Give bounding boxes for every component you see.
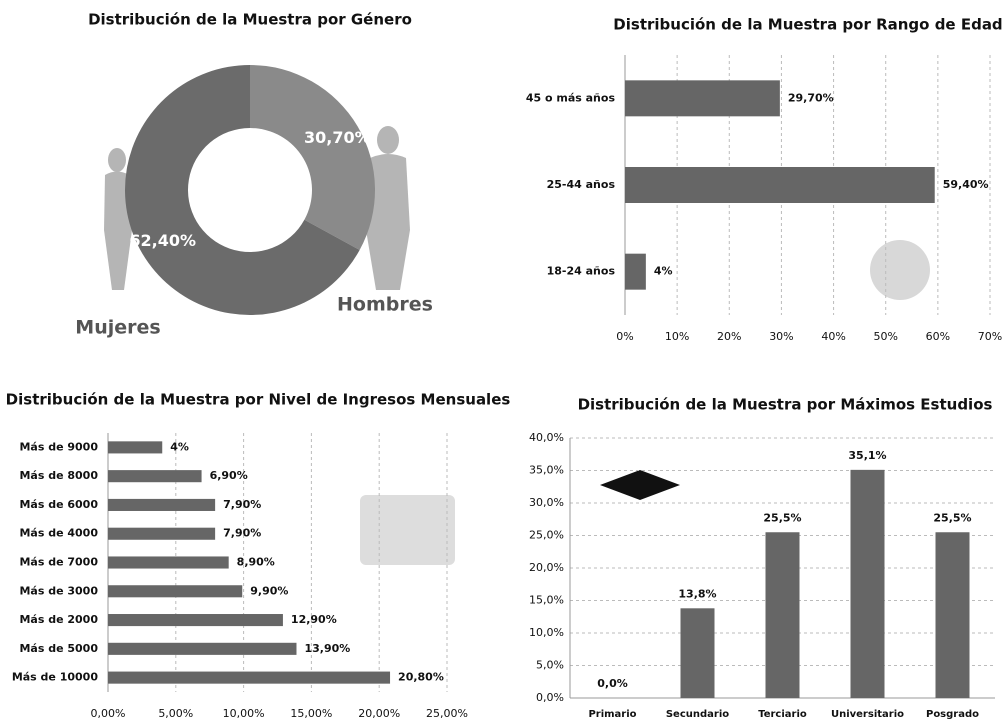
category-label: Más de 7000 (19, 556, 98, 569)
value-label: 25,5% (763, 511, 801, 524)
value-label: 30,70% (304, 128, 371, 147)
y-tick-label: 20,0% (529, 561, 564, 574)
people-icon (870, 240, 930, 300)
value-label: 7,90% (223, 527, 261, 540)
x-tick-label: 0% (616, 330, 633, 343)
bar (108, 614, 283, 626)
x-tick-label: 20,00% (358, 707, 400, 720)
bar (108, 672, 390, 684)
x-tick-label: 40% (821, 330, 845, 343)
x-tick-label: 0,00% (91, 707, 126, 720)
category-label: Más de 5000 (19, 642, 98, 655)
bar (936, 532, 970, 698)
y-tick-label: 40,0% (529, 431, 564, 444)
chart-title: Distribución de la Muestra por Nivel de … (6, 391, 511, 409)
y-tick-label: 5,0% (536, 659, 564, 672)
bar (851, 470, 885, 698)
y-tick-label: 35,0% (529, 464, 564, 477)
value-label: 20,80% (398, 671, 444, 684)
bar (108, 643, 296, 655)
category-label: Hombres (337, 294, 433, 316)
x-tick-label: 60% (926, 330, 950, 343)
woman-head (108, 148, 126, 172)
value-label: 0,0% (597, 677, 628, 690)
x-tick-label: 5,00% (158, 707, 193, 720)
value-label: 25,5% (933, 511, 971, 524)
value-label: 8,90% (237, 556, 275, 569)
value-label: 59,40% (943, 178, 989, 191)
x-tick-label: 25,00% (426, 707, 468, 720)
y-tick-label: 25,0% (529, 529, 564, 542)
graduation-cap (600, 470, 680, 500)
value-label: 7,90% (223, 498, 261, 511)
y-tick-label: 15,0% (529, 594, 564, 607)
category-label: Primario (588, 709, 636, 720)
x-tick-label: 10,00% (223, 707, 265, 720)
bar (625, 167, 935, 203)
x-tick-label: 30% (769, 330, 793, 343)
chart-title: Distribución de la Muestra por Género (88, 11, 412, 29)
value-label: 6,90% (210, 469, 248, 482)
y-tick-label: 10,0% (529, 626, 564, 639)
category-label: Secundario (666, 709, 729, 720)
y-tick-label: 30,0% (529, 496, 564, 509)
value-label: 4% (170, 440, 189, 453)
donut-slice (250, 65, 375, 250)
y-tick-label: 0,0% (536, 691, 564, 704)
category-label: Terciario (758, 709, 807, 720)
dashboard: Distribución de la Muestra por Género 30,… (0, 0, 1005, 720)
money-icon (360, 495, 455, 565)
category-label: Más de 4000 (19, 527, 98, 540)
x-tick-label: 15,00% (290, 707, 332, 720)
man-head (377, 126, 399, 154)
category-label: Más de 8000 (19, 469, 98, 482)
category-label: Mujeres (75, 317, 160, 339)
category-label: Universitario (831, 709, 904, 720)
bar (108, 441, 162, 453)
bar (681, 608, 715, 698)
value-label: 35,1% (848, 449, 886, 462)
bar (625, 80, 780, 116)
bar (108, 470, 202, 482)
x-tick-label: 50% (873, 330, 897, 343)
value-label: 12,90% (291, 613, 337, 626)
bar (108, 528, 215, 540)
value-label: 13,90% (304, 642, 350, 655)
category-label: Posgrado (926, 709, 979, 720)
value-label: 4% (654, 265, 673, 278)
category-label: Más de 6000 (19, 498, 98, 511)
value-label: 62,40% (129, 231, 196, 250)
bar (108, 585, 242, 597)
category-label: 25-44 años (547, 178, 616, 191)
category-label: Más de 10000 (12, 671, 99, 684)
bar (108, 556, 229, 568)
category-label: 18-24 años (547, 265, 616, 278)
x-tick-label: 10% (665, 330, 689, 343)
bar (625, 254, 646, 290)
category-label: Más de 3000 (19, 584, 98, 597)
value-label: 29,70% (788, 91, 834, 104)
chart-title: Distribución de la Muestra por Rango de … (613, 16, 1002, 34)
category-label: Más de 9000 (19, 440, 98, 453)
value-label: 13,8% (678, 587, 716, 600)
category-label: 45 o más años (526, 91, 616, 104)
value-label: 9,90% (250, 584, 288, 597)
chart-title: Distribución de la Muestra por Máximos E… (578, 396, 993, 414)
x-tick-label: 70% (978, 330, 1002, 343)
x-tick-label: 20% (717, 330, 741, 343)
category-label: Más de 2000 (19, 613, 98, 626)
bar (766, 532, 800, 698)
bar (108, 499, 215, 511)
